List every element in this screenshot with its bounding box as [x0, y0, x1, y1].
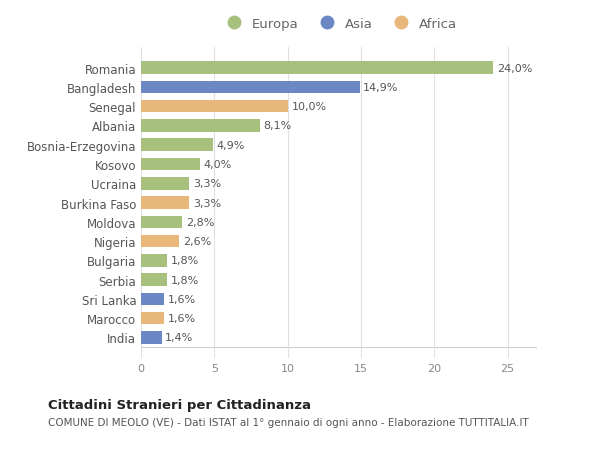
Text: 2,6%: 2,6% — [183, 236, 211, 246]
Bar — [141, 62, 493, 75]
Text: 1,4%: 1,4% — [165, 333, 193, 343]
Bar — [141, 120, 260, 133]
Legend: Europa, Asia, Africa: Europa, Asia, Africa — [221, 17, 457, 31]
Bar — [141, 82, 359, 94]
Text: 4,0%: 4,0% — [203, 160, 232, 170]
Text: Cittadini Stranieri per Cittadinanza: Cittadini Stranieri per Cittadinanza — [48, 398, 311, 411]
Text: 24,0%: 24,0% — [497, 63, 532, 73]
Text: 1,6%: 1,6% — [168, 294, 196, 304]
Bar — [141, 101, 287, 113]
Bar — [141, 274, 167, 286]
Text: COMUNE DI MEOLO (VE) - Dati ISTAT al 1° gennaio di ogni anno - Elaborazione TUTT: COMUNE DI MEOLO (VE) - Dati ISTAT al 1° … — [48, 417, 529, 427]
Text: 8,1%: 8,1% — [263, 121, 292, 131]
Text: 2,8%: 2,8% — [186, 218, 214, 227]
Bar — [141, 197, 190, 209]
Bar — [141, 293, 164, 306]
Text: 1,8%: 1,8% — [171, 256, 199, 266]
Text: 1,6%: 1,6% — [168, 313, 196, 324]
Bar — [141, 158, 200, 171]
Bar — [141, 255, 167, 267]
Text: 10,0%: 10,0% — [292, 102, 326, 112]
Text: 4,9%: 4,9% — [217, 140, 245, 151]
Text: 3,3%: 3,3% — [193, 198, 221, 208]
Text: 3,3%: 3,3% — [193, 179, 221, 189]
Bar — [141, 312, 164, 325]
Bar — [141, 178, 190, 190]
Text: 1,8%: 1,8% — [171, 275, 199, 285]
Text: 14,9%: 14,9% — [363, 83, 398, 93]
Bar — [141, 235, 179, 248]
Bar — [141, 216, 182, 229]
Bar — [141, 331, 161, 344]
Bar — [141, 139, 213, 151]
